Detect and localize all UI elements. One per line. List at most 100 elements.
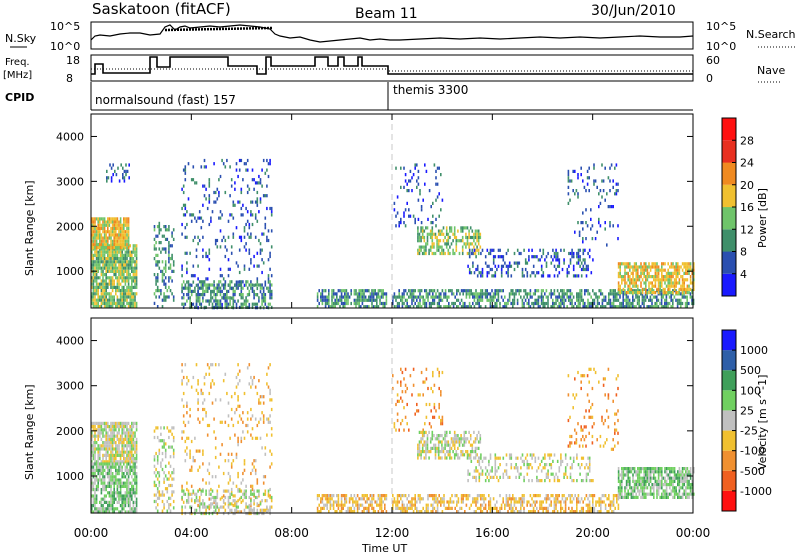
data-cell	[199, 293, 201, 296]
data-cell	[118, 289, 120, 292]
data-cell	[373, 296, 375, 299]
data-cell	[426, 296, 428, 299]
data-cell	[102, 469, 104, 472]
data-cell	[677, 265, 679, 268]
data-cell	[666, 299, 668, 302]
data-cell	[627, 291, 629, 294]
data-cell	[112, 279, 114, 282]
data-cell	[470, 289, 472, 292]
data-cell	[417, 456, 419, 459]
data-cell	[381, 497, 383, 500]
data-cell	[419, 239, 421, 242]
data-cell	[113, 260, 115, 263]
data-cell	[163, 446, 165, 449]
data-cell	[376, 292, 378, 295]
data-cell	[129, 286, 131, 289]
data-cell	[241, 236, 243, 239]
data-cell	[333, 296, 335, 299]
data-cell	[133, 457, 135, 460]
data-cell	[193, 239, 195, 242]
data-cell	[162, 452, 164, 455]
data-cell	[185, 424, 187, 427]
data-cell	[580, 173, 582, 176]
data-cell	[202, 408, 204, 411]
data-cell	[120, 462, 122, 465]
data-cell	[466, 289, 468, 292]
data-cell	[97, 472, 99, 475]
data-cell	[236, 162, 238, 165]
data-cell	[640, 289, 642, 292]
data-cell	[261, 185, 263, 188]
data-cell	[424, 239, 426, 242]
data-cell	[360, 504, 362, 507]
data-cell	[421, 208, 423, 211]
data-cell	[584, 262, 586, 265]
data-cell	[507, 249, 509, 252]
data-cell	[472, 296, 474, 299]
data-cell	[125, 276, 127, 279]
data-cell	[118, 224, 120, 227]
data-cell	[173, 228, 175, 231]
data-cell	[557, 258, 559, 261]
data-cell	[134, 276, 136, 279]
data-cell	[93, 494, 95, 497]
data-cell	[422, 299, 424, 302]
data-cell	[493, 262, 495, 265]
data-cell	[120, 273, 122, 276]
data-cell	[612, 179, 614, 182]
data-cell	[209, 366, 211, 369]
data-cell	[632, 265, 634, 268]
data-cell	[118, 299, 120, 302]
data-cell	[635, 265, 637, 268]
data-cell	[325, 289, 327, 292]
data-cell	[360, 289, 362, 292]
data-cell	[581, 268, 583, 271]
data-cell	[675, 285, 677, 288]
data-cell	[261, 293, 263, 296]
data-cell	[109, 447, 111, 450]
data-cell	[685, 262, 687, 265]
data-cell	[209, 185, 211, 188]
data-cell	[181, 303, 183, 306]
data-cell	[410, 215, 412, 218]
data-cell	[109, 299, 111, 302]
data-cell	[128, 441, 130, 444]
data-cell	[205, 255, 207, 258]
data-cell	[113, 217, 115, 220]
data-cell	[223, 379, 225, 382]
data-cell	[330, 500, 332, 503]
data-cell	[427, 299, 429, 302]
data-cell	[650, 291, 652, 294]
data-cell	[101, 237, 103, 240]
data-cell	[666, 302, 668, 305]
data-cell	[163, 235, 165, 238]
data-cell	[338, 504, 340, 507]
data-cell	[526, 302, 528, 305]
data-cell	[255, 181, 257, 184]
data-cell	[186, 223, 188, 226]
data-cell	[503, 255, 505, 258]
data-cell	[384, 292, 386, 295]
data-cell	[269, 509, 271, 512]
data-cell	[225, 373, 227, 376]
data-cell	[102, 482, 104, 485]
data-cell	[477, 296, 479, 299]
data-cell	[112, 507, 114, 510]
data-cell	[125, 279, 127, 282]
data-cell	[677, 302, 679, 305]
data-cell	[107, 501, 109, 504]
data-cell	[215, 446, 217, 449]
data-cell	[197, 450, 199, 453]
data-cell	[587, 224, 589, 227]
data-cell	[648, 285, 650, 288]
data-cell	[128, 454, 130, 457]
data-cell	[425, 447, 427, 450]
data-cell	[358, 299, 360, 302]
data-cell	[555, 296, 557, 299]
data-cell	[418, 409, 420, 412]
data-cell	[126, 267, 128, 270]
data-cell	[266, 185, 268, 188]
data-cell	[134, 475, 136, 478]
data-cell	[125, 217, 127, 220]
data-cell	[354, 500, 356, 503]
